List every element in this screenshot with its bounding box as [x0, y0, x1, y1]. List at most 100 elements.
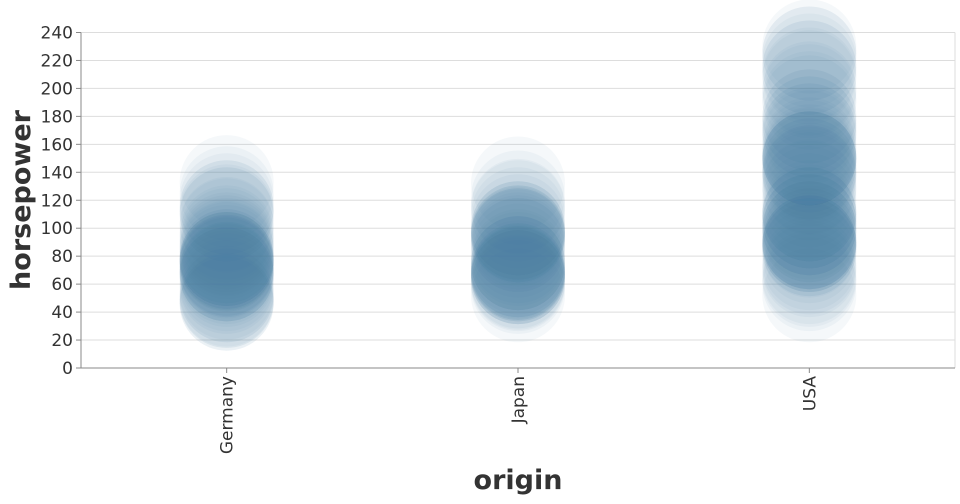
data-point-germany [179, 209, 274, 304]
data-point-usa [762, 146, 857, 241]
data-point-usa [762, 69, 857, 164]
data-point-japan [471, 225, 565, 320]
data-point-usa [762, 195, 857, 290]
data-point-germany [179, 214, 274, 309]
data-point-usa [762, 167, 857, 262]
data-point-germany [179, 237, 274, 332]
data-point-japan [471, 197, 565, 292]
data-point-usa [762, 167, 857, 262]
data-point-germany [179, 223, 274, 318]
data-point-usa [762, 129, 857, 224]
data-point-germany [179, 227, 274, 322]
data-point-usa [762, 197, 857, 292]
data-point-japan [471, 189, 565, 284]
data-point-usa [762, 125, 857, 220]
data-point-japan [471, 185, 565, 280]
data-point-germany [179, 245, 274, 340]
x-tick-label: Japan [509, 376, 529, 424]
data-point-usa [762, 192, 857, 287]
data-point-usa [762, 132, 857, 227]
y-tick-label: 80 [51, 247, 73, 267]
data-point-japan [471, 188, 565, 283]
data-point-germany [179, 167, 274, 262]
data-point-japan [471, 223, 565, 318]
data-point-usa [762, 223, 857, 318]
data-point-germany [179, 146, 274, 241]
data-point-usa [762, 100, 857, 195]
data-point-usa [762, 181, 857, 276]
data-point-japan [471, 181, 565, 276]
data-point-usa [762, 104, 857, 199]
y-tick-label: 220 [41, 51, 73, 71]
data-point-germany [179, 256, 274, 351]
data-point-usa [762, 188, 857, 283]
data-point-japan [471, 188, 565, 283]
data-point-usa [762, 118, 857, 213]
data-point-usa [762, 188, 857, 283]
data-point-germany [179, 253, 274, 348]
data-point-usa [762, 76, 857, 171]
data-point-usa [762, 181, 857, 276]
data-point-germany [179, 232, 274, 327]
data-point-germany [179, 167, 274, 262]
data-point-japan [471, 192, 565, 287]
data-point-japan [471, 223, 565, 318]
data-point-usa [762, 111, 857, 206]
data-point-germany [179, 221, 274, 316]
y-tick-label: 240 [41, 24, 73, 44]
data-point-germany [179, 211, 274, 306]
data-point-usa [762, 111, 857, 206]
data-point-germany [179, 227, 274, 322]
data-point-usa [762, 20, 857, 115]
data-point-japan [471, 223, 565, 318]
data-point-usa [762, 209, 857, 304]
data-point-japan [471, 227, 565, 322]
data-point-usa [762, 164, 857, 259]
data-point-japan [471, 230, 565, 325]
data-point-japan [471, 195, 565, 290]
data-point-japan [471, 216, 565, 311]
data-point-usa [762, 44, 857, 139]
data-point-japan [471, 150, 565, 245]
data-point-japan [471, 185, 565, 280]
data-point-usa [762, 114, 857, 209]
data-point-japan [471, 209, 565, 304]
data-point-usa [762, 232, 857, 327]
y-tick-label: 100 [41, 219, 73, 239]
data-point-japan [471, 237, 565, 332]
data-point-usa [762, 153, 857, 248]
data-point-japan [471, 158, 565, 253]
x-axis-title: origin [474, 465, 563, 496]
data-point-germany [179, 164, 274, 259]
data-point-germany [179, 252, 274, 347]
y-tick-label: 160 [41, 135, 73, 155]
data-point-usa [762, 174, 857, 269]
data-point-germany [179, 202, 274, 297]
x-axis: Germany Japan USA [81, 367, 955, 454]
data-point-japan [471, 185, 565, 280]
data-point-usa [762, 51, 857, 146]
data-point-usa [762, 202, 857, 297]
data-point-germany [179, 211, 274, 306]
data-point-germany [179, 217, 274, 312]
data-point-usa [762, 237, 857, 332]
data-point-germany [179, 211, 274, 306]
data-point-japan [471, 216, 565, 311]
data-point-japan [471, 225, 565, 320]
data-point-usa [762, 111, 857, 206]
data-point-germany [179, 239, 274, 334]
points-layer [179, 0, 857, 351]
data-point-usa [762, 27, 857, 122]
data-point-usa [762, 90, 857, 185]
data-point-japan [471, 227, 565, 322]
data-point-germany [179, 214, 274, 309]
data-point-germany [179, 200, 274, 295]
data-point-germany [179, 188, 274, 283]
data-point-usa [762, 83, 857, 178]
data-point-usa [762, 30, 857, 125]
data-point-usa [762, 185, 857, 280]
data-point-germany [179, 153, 274, 248]
data-point-germany [179, 256, 274, 351]
data-point-usa [762, 6, 857, 101]
data-point-usa [762, 195, 857, 290]
